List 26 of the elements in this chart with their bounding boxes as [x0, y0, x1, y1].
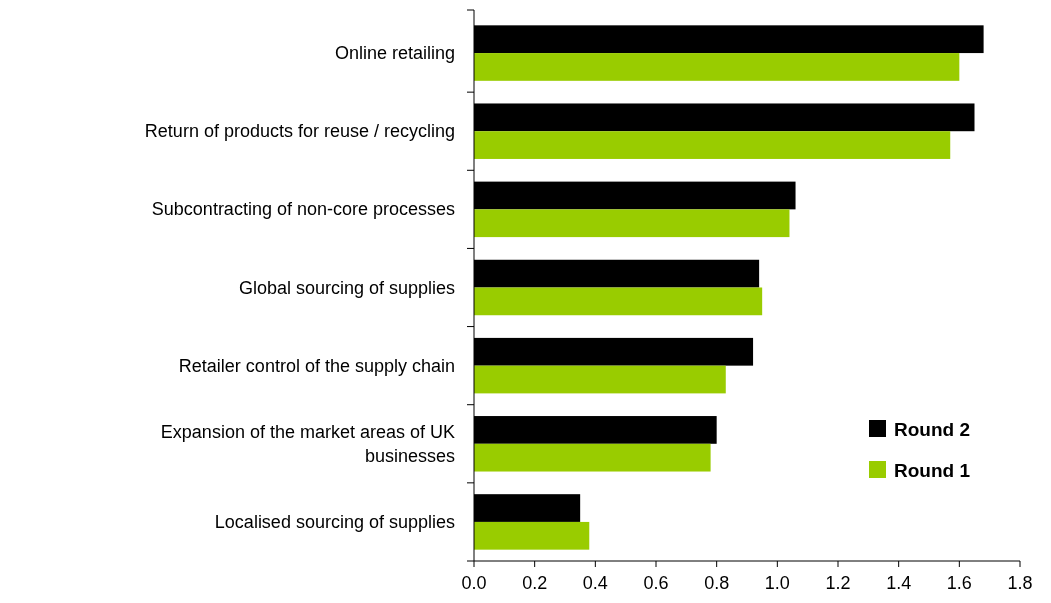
y-tick-label: Online retailing	[334, 43, 455, 64]
x-tick-label: 0.0	[461, 573, 487, 593]
bar	[474, 287, 763, 316]
y-tick-label: Return of products for reuse / recycling	[144, 121, 455, 142]
x-tick-label: 1.6	[946, 573, 972, 593]
bar	[474, 443, 711, 472]
x-tick-label: 1.4	[886, 573, 912, 593]
bar	[474, 209, 790, 238]
bar	[474, 521, 590, 550]
y-tick-label: Retailer control of the supply chain	[178, 355, 455, 376]
bar	[474, 53, 960, 81]
y-tick-label: Global sourcing of supplies	[238, 277, 455, 298]
x-tick-label: 0.4	[582, 573, 608, 593]
bar	[474, 131, 951, 159]
legend-label: Round 2	[894, 419, 970, 440]
bar	[474, 365, 726, 394]
y-tick-label: Expansion of the market areas of UK businesses	[160, 421, 455, 466]
x-tick-label: 0.8	[704, 573, 730, 593]
x-tick-label: 1.2	[825, 573, 851, 593]
y-tick-label: Subcontracting of non-core processes	[151, 199, 455, 220]
y-tick-label: Localised sourcing of supplies	[214, 511, 455, 532]
x-tick-label: 1.0	[764, 573, 790, 593]
x-tick-label: 0.2	[522, 573, 548, 593]
legend-label: Round 1	[894, 460, 971, 481]
x-tick-label: 0.6	[643, 573, 669, 593]
x-tick-label: 1.8	[1007, 573, 1033, 593]
